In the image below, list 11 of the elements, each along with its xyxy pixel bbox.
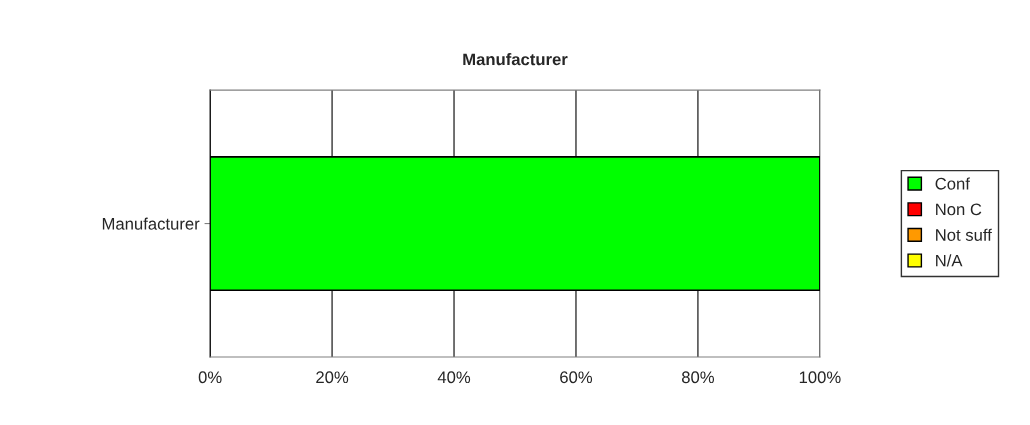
x-tick-label: 20% <box>316 371 349 384</box>
x-tick-label: 100% <box>799 371 841 384</box>
chart-title: Manufacturer <box>463 53 568 66</box>
legend-label: Non C <box>936 203 982 216</box>
legend-label: N/A <box>936 254 963 267</box>
x-tick-label: 60% <box>560 371 593 384</box>
x-tick-label: 0% <box>198 371 222 384</box>
legend-label: Conf <box>935 177 970 190</box>
x-tick-label: 80% <box>681 371 715 384</box>
x-tick-label: 40% <box>437 371 471 384</box>
legend-label: Not suff <box>936 228 992 241</box>
